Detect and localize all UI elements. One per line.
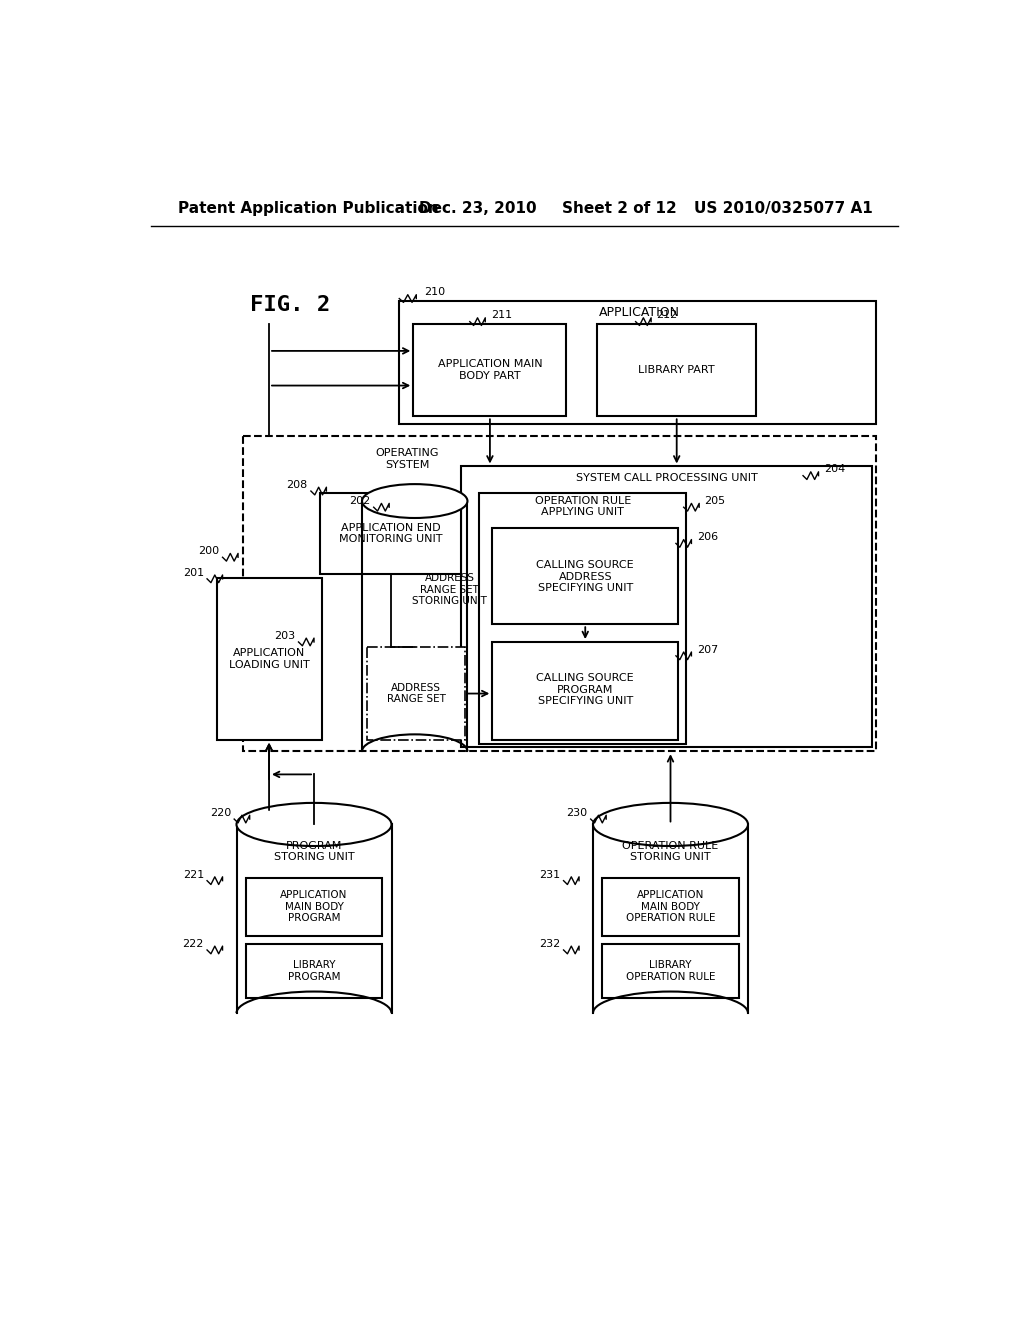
Bar [246, 878, 382, 936]
Text: Dec. 23, 2010: Dec. 23, 2010 [419, 201, 537, 216]
Text: 211: 211 [490, 310, 512, 321]
Text: APPLICATION
MAIN BODY
PROGRAM: APPLICATION MAIN BODY PROGRAM [281, 890, 348, 924]
Text: APPLICATION END
MONITORING UNIT: APPLICATION END MONITORING UNIT [339, 523, 442, 544]
Text: US 2010/0325077 A1: US 2010/0325077 A1 [693, 201, 872, 216]
Text: 220: 220 [210, 808, 231, 818]
Text: 205: 205 [705, 496, 726, 506]
Bar [237, 825, 391, 1014]
Text: 208: 208 [287, 480, 308, 490]
Text: 206: 206 [697, 532, 718, 543]
Text: 222: 222 [182, 939, 204, 949]
Text: Sheet 2 of 12: Sheet 2 of 12 [562, 201, 677, 216]
Bar [414, 323, 566, 416]
Text: APPLICATION
MAIN BODY
OPERATION RULE: APPLICATION MAIN BODY OPERATION RULE [626, 890, 715, 924]
Text: LIBRARY
OPERATION RULE: LIBRARY OPERATION RULE [626, 960, 715, 982]
Bar [602, 878, 738, 936]
Text: 204: 204 [824, 465, 845, 474]
Text: 201: 201 [183, 568, 204, 578]
Text: PROGRAM
STORING UNIT: PROGRAM STORING UNIT [273, 841, 354, 862]
Text: SYSTEM CALL PROCESSING UNIT: SYSTEM CALL PROCESSING UNIT [575, 473, 758, 483]
Bar [243, 436, 876, 751]
Bar [479, 494, 686, 743]
Text: 207: 207 [697, 644, 718, 655]
Text: 231: 231 [540, 870, 560, 879]
Text: 230: 230 [566, 808, 588, 818]
Bar [362, 502, 467, 751]
Text: 203: 203 [274, 631, 295, 640]
Text: CALLING SOURCE
PROGRAM
SPECIFYING UNIT: CALLING SOURCE PROGRAM SPECIFYING UNIT [537, 673, 634, 706]
Text: APPLICATION
LOADING UNIT: APPLICATION LOADING UNIT [228, 648, 309, 669]
Bar [493, 528, 678, 624]
Bar [217, 578, 322, 739]
Text: LIBRARY
PROGRAM: LIBRARY PROGRAM [288, 960, 340, 982]
Text: OPERATION RULE
APPLYING UNIT: OPERATION RULE APPLYING UNIT [535, 495, 631, 517]
Text: Patent Application Publication: Patent Application Publication [178, 201, 439, 216]
Text: 200: 200 [199, 546, 219, 556]
Text: APPLICATION: APPLICATION [599, 306, 680, 319]
Text: 232: 232 [540, 939, 560, 949]
Text: 212: 212 [656, 310, 678, 321]
Bar [367, 647, 465, 739]
Ellipse shape [237, 803, 391, 846]
Text: 210: 210 [424, 288, 445, 297]
Text: OPERATION RULE
STORING UNIT: OPERATION RULE STORING UNIT [623, 841, 719, 862]
Bar [399, 301, 876, 424]
Ellipse shape [593, 803, 748, 846]
Text: FIG. 2: FIG. 2 [251, 294, 331, 314]
Bar [597, 323, 756, 416]
Text: 202: 202 [349, 496, 371, 506]
Text: ADDRESS
RANGE SET: ADDRESS RANGE SET [387, 682, 445, 705]
Text: CALLING SOURCE
ADDRESS
SPECIFYING UNIT: CALLING SOURCE ADDRESS SPECIFYING UNIT [537, 560, 634, 593]
Bar [321, 494, 461, 574]
Text: OPERATING
SYSTEM: OPERATING SYSTEM [375, 447, 438, 470]
Bar [602, 944, 738, 998]
Text: 221: 221 [182, 870, 204, 879]
Bar [593, 825, 748, 1014]
Text: APPLICATION MAIN
BODY PART: APPLICATION MAIN BODY PART [437, 359, 543, 381]
Bar [461, 466, 872, 747]
Bar [493, 642, 678, 739]
Ellipse shape [362, 484, 467, 517]
Bar [246, 944, 382, 998]
Text: LIBRARY PART: LIBRARY PART [638, 366, 715, 375]
Text: ADDRESS
RANGE SET
STORING UNIT: ADDRESS RANGE SET STORING UNIT [413, 573, 487, 606]
